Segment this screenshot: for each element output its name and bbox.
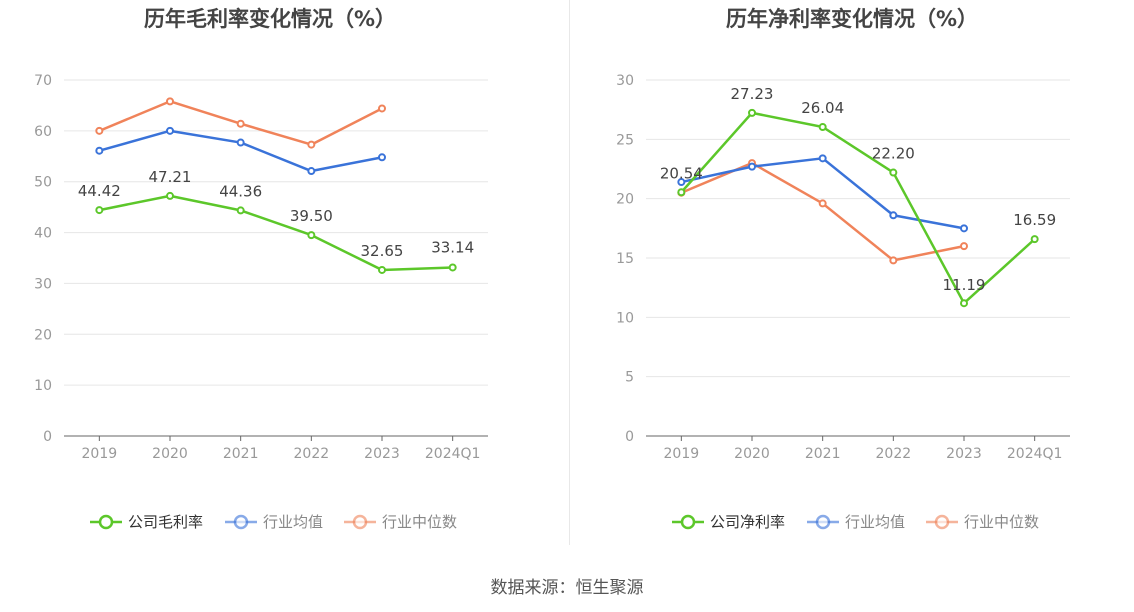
y-tick-label: 50 [34,175,52,191]
y-tick-label: 20 [34,327,52,343]
x-tick-label: 2023 [946,446,982,462]
data-point [166,191,174,200]
y-tick-label: 5 [625,370,634,386]
data-point [307,231,316,240]
y-tick-label: 25 [616,132,634,148]
legend-item: 行业中位数 [344,513,457,531]
data-point [677,178,686,187]
data-label: 26.04 [801,99,844,117]
series-line [99,194,453,272]
data-point [95,206,104,215]
legend-marker [98,514,114,530]
data-point [960,242,968,251]
data-point [378,153,386,162]
legend-marker [352,514,368,530]
data-point [1030,235,1039,244]
x-tick-label: 2024Q1 [425,446,481,462]
legend-label: 公司净利率 [710,513,785,531]
data-point [378,104,386,113]
legend-label: 公司毛利率 [128,513,203,531]
panel-divider [569,0,570,545]
legend-item: 公司净利率 [672,513,785,531]
y-tick-label: 70 [34,73,52,89]
series-line [98,129,383,173]
x-tick-label: 2022 [876,446,912,462]
y-tick-label: 20 [616,192,634,208]
legend-item: 公司毛利率 [90,513,203,531]
y-tick-label: 30 [616,73,634,89]
data-point [95,146,104,155]
y-tick-label: 10 [34,378,52,394]
data-label: 16.59 [1013,211,1056,229]
data-point [818,154,827,163]
data-point [448,263,457,272]
data-label: 44.42 [78,182,121,200]
data-point [889,211,898,220]
data-point [960,224,968,233]
data-point [960,299,968,308]
x-tick-label: 2022 [294,446,330,462]
data-point [236,138,245,147]
data-source-note: 数据来源：恒生聚源 [490,578,644,598]
x-tick-label: 2023 [364,446,400,462]
data-label: 11.19 [943,276,986,294]
legend-label: 行业中位数 [382,513,457,531]
data-point [166,126,174,135]
chart-title: 历年净利率变化情况（%） [726,7,978,31]
y-tick-label: 10 [616,310,634,326]
data-point [236,119,245,128]
legend-label: 行业中位数 [964,513,1039,531]
x-tick-label: 2019 [82,446,118,462]
data-point [166,97,174,106]
x-tick-label: 2020 [152,446,188,462]
data-point [378,265,386,274]
chart-panel-2: 历年净利率变化情况（%） 0 5 10 15 20 25 30 2019 2020 2021 2022… [616,7,1070,531]
chart-title: 历年毛利率变化情况（%） [144,7,396,31]
data-point [307,167,316,176]
data-label: 27.23 [731,85,774,103]
x-tick-label: 2019 [664,446,700,462]
series-line [680,111,1036,305]
legend-marker [815,514,831,530]
data-point [95,126,104,135]
series-line [681,157,965,230]
data-label: 33.14 [431,238,474,256]
legend-marker [680,514,696,530]
y-tick-label: 30 [34,276,52,292]
data-label: 47.21 [149,168,192,186]
y-tick-label: 60 [34,124,52,140]
data-point [677,188,686,197]
y-tick-label: 40 [34,226,52,242]
data-point [818,122,827,131]
data-label: 20.54 [660,164,703,182]
x-tick-label: 2024Q1 [1007,446,1063,462]
legend-marker [233,514,249,530]
data-point [818,199,827,208]
legend-item: 行业均值 [225,513,323,531]
data-label: 39.50 [290,207,333,225]
data-point [889,168,898,177]
legend-item: 行业均值 [807,513,905,531]
data-point [889,256,898,265]
data-label: 32.65 [361,242,404,260]
legend-label: 行业均值 [845,513,905,531]
x-tick-label: 2020 [734,446,770,462]
data-point [236,206,245,215]
legend-item: 行业中位数 [926,513,1039,531]
data-point [748,108,756,117]
x-tick-label: 2021 [805,446,841,462]
data-label: 22.20 [872,145,915,163]
series-line [680,161,965,262]
data-point [748,162,756,171]
y-tick-label: 0 [625,429,634,445]
x-tick-label: 2021 [223,446,259,462]
legend-label: 行业均值 [263,513,323,531]
data-label: 44.36 [219,182,262,200]
y-tick-label: 0 [43,429,52,445]
chart-panel-1: 历年毛利率变化情况（%） 0 10 20 30 40 50 60 70 2019 2020 2021 2… [34,7,488,531]
legend-marker [934,514,950,530]
y-tick-label: 15 [616,251,634,267]
data-point [307,140,316,149]
